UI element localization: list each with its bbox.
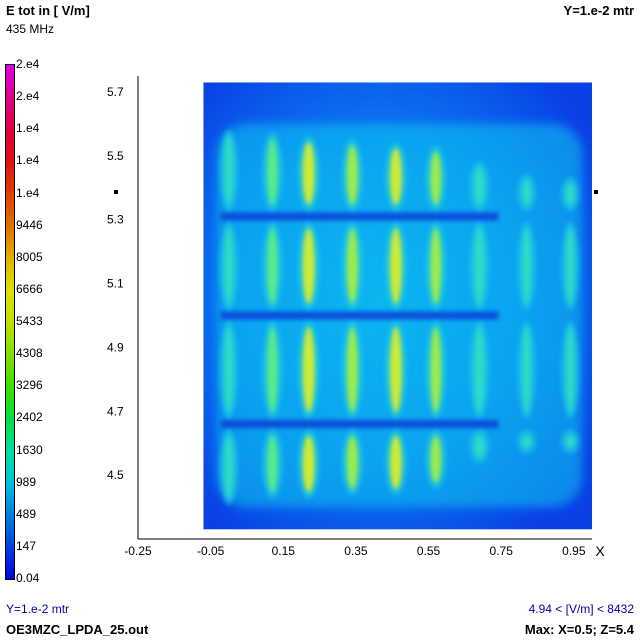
x-tick-label: 0.35 bbox=[344, 544, 368, 558]
color-scale-label: 147 bbox=[16, 538, 37, 553]
element-field-core bbox=[566, 183, 575, 205]
element-field-core bbox=[224, 327, 234, 413]
element-field-core bbox=[389, 228, 402, 304]
max-location-label: Max: X=0.5; Z=5.4 bbox=[524, 622, 634, 637]
element-field-core bbox=[430, 228, 442, 304]
color-scale-label: 5433 bbox=[16, 314, 43, 328]
element-field-core bbox=[430, 435, 442, 483]
color-scale-label: 8005 bbox=[16, 249, 43, 264]
element-field-core bbox=[566, 435, 575, 448]
element-field-core bbox=[302, 141, 315, 205]
color-scale-label: 9446 bbox=[16, 217, 43, 232]
x-tick-label: 0.95 bbox=[562, 544, 586, 558]
frequency-label: 435 MHz bbox=[6, 22, 55, 36]
y-tick-label: 4.5 bbox=[107, 468, 124, 482]
y-tick-label: 5.1 bbox=[107, 277, 124, 291]
field-map bbox=[203, 82, 592, 530]
color-scale-bar bbox=[5, 64, 15, 580]
color-scale-label: 1.e4 bbox=[16, 153, 40, 168]
element-field-core bbox=[389, 148, 402, 205]
element-field-core bbox=[266, 138, 278, 205]
element-field-core bbox=[266, 435, 278, 493]
plane-label-top: Y=1.e-2 mtr bbox=[563, 3, 634, 18]
y-tick-label: 4.7 bbox=[107, 404, 124, 418]
plane-label-bottom: Y=1.e-2 mtr bbox=[6, 602, 70, 616]
tick-labels: -0.25 -0.05 0.15 0.35 0.55 0.75 0.95 X 4.5 4.7 4.9… bbox=[107, 85, 605, 559]
color-scale-label: 489 bbox=[16, 506, 37, 521]
color-scale-label: 2.e4 bbox=[16, 89, 40, 104]
element-field-core bbox=[522, 435, 531, 448]
file-name: OE3MZC_LPDA_25.out bbox=[6, 622, 149, 637]
element-field-core bbox=[302, 228, 315, 304]
element-field-core bbox=[346, 228, 359, 304]
x-tick-label: -0.05 bbox=[197, 544, 225, 558]
color-scale-label: 2.e4 bbox=[16, 57, 40, 71]
color-scale-label: 989 bbox=[16, 474, 37, 489]
x-tick-label: 0.75 bbox=[490, 544, 514, 558]
element-field-core bbox=[266, 228, 278, 304]
y-tick-label: 5.3 bbox=[107, 213, 124, 227]
element-field-core bbox=[566, 228, 575, 304]
x-tick-label: -0.25 bbox=[124, 544, 152, 558]
y-tick-label: 4.9 bbox=[107, 340, 124, 354]
color-scale-label: 1.e4 bbox=[16, 121, 40, 136]
color-scale-label: 1630 bbox=[16, 442, 43, 457]
x-tick-label: 0.15 bbox=[272, 544, 296, 558]
field-minimum-band bbox=[220, 311, 499, 320]
element-field-core bbox=[474, 327, 485, 413]
axes bbox=[137, 76, 592, 540]
element-field-core bbox=[302, 435, 315, 493]
element-field-core bbox=[302, 327, 315, 413]
color-scale-label: 1.e4 bbox=[16, 185, 40, 200]
color-scale-label: 3296 bbox=[16, 378, 43, 393]
element-field-core bbox=[224, 435, 234, 499]
value-range-label: 4.94 < [V/m] < 8432 bbox=[528, 602, 634, 616]
marker-dot-left bbox=[114, 190, 118, 194]
color-scale-label: 6666 bbox=[16, 281, 43, 296]
element-field-core bbox=[474, 435, 485, 458]
element-field-core bbox=[430, 327, 442, 413]
element-field-core bbox=[224, 135, 234, 205]
field-minimum-band bbox=[220, 420, 499, 429]
marker-dot-right bbox=[594, 190, 598, 194]
color-scale-label: 4308 bbox=[16, 346, 43, 361]
element-field-core bbox=[430, 151, 442, 205]
y-tick-label: 5.7 bbox=[107, 85, 124, 99]
element-field-core bbox=[346, 145, 359, 205]
chart-title: E tot in [ V/m] bbox=[6, 3, 90, 18]
element-field-core bbox=[389, 327, 402, 413]
element-field-core bbox=[224, 228, 234, 304]
element-field-core bbox=[266, 327, 278, 413]
element-field-core bbox=[522, 180, 531, 205]
element-field-core bbox=[346, 327, 359, 413]
element-field-core bbox=[474, 167, 485, 205]
x-tick-label: 0.55 bbox=[417, 544, 441, 558]
element-field-core bbox=[474, 228, 485, 304]
x-axis-label: X bbox=[595, 543, 605, 559]
color-scale-label: 2402 bbox=[16, 410, 43, 425]
element-field-core bbox=[566, 327, 575, 413]
element-field-core bbox=[522, 327, 531, 413]
y-tick-label: 5.5 bbox=[107, 149, 124, 163]
element-field-core bbox=[522, 228, 531, 304]
color-scale-label: 0.04 bbox=[16, 571, 40, 585]
element-field-core bbox=[389, 435, 402, 490]
element-field-core bbox=[346, 435, 359, 490]
field-minimum-band bbox=[220, 212, 499, 221]
